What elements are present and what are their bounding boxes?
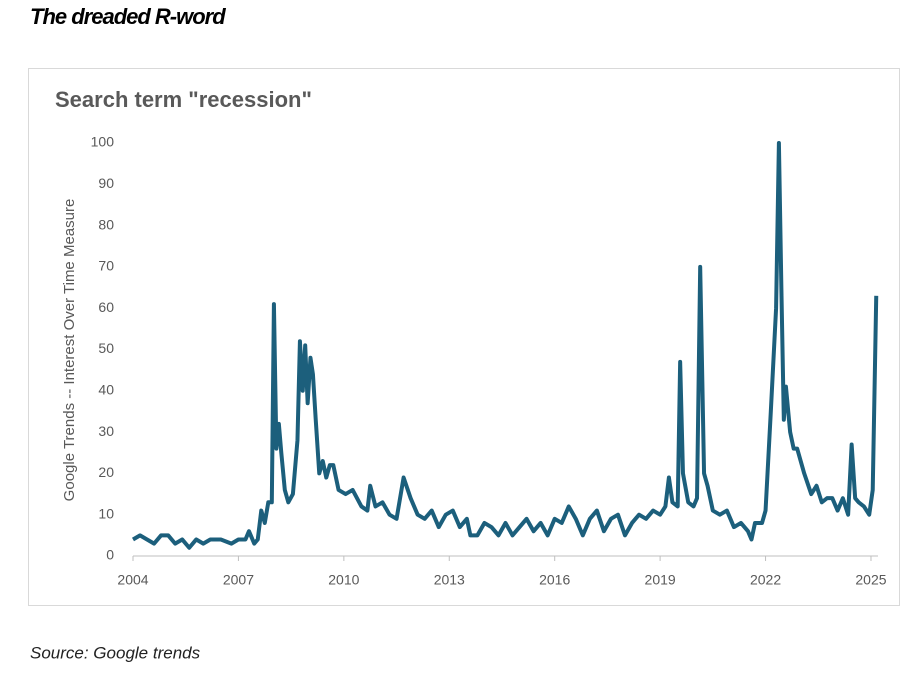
source: Source: Google trends bbox=[30, 643, 201, 662]
x-tick-label: 2016 bbox=[539, 572, 570, 588]
y-tick-label: 40 bbox=[98, 382, 114, 398]
y-tick-label: 60 bbox=[98, 299, 114, 315]
heading: The dreaded R-word bbox=[30, 4, 226, 29]
y-tick-label: 100 bbox=[91, 134, 115, 150]
x-tick-label: 2025 bbox=[855, 572, 886, 588]
y-axis-label: Google Trends -- Interest Over Time Meas… bbox=[61, 199, 78, 502]
chart-frame bbox=[28, 68, 900, 606]
x-tick-label: 2004 bbox=[117, 572, 148, 588]
line bbox=[131, 141, 879, 550]
x-tick-label: 2019 bbox=[645, 572, 676, 588]
x-tick-label: 2007 bbox=[223, 572, 254, 588]
x-tick-label: 2022 bbox=[750, 572, 781, 588]
y-tick-label: 50 bbox=[98, 340, 114, 356]
y-tick-label: 70 bbox=[98, 258, 114, 274]
y-tick-label: 30 bbox=[98, 423, 114, 439]
y-tick-label: 20 bbox=[98, 464, 114, 480]
x-tick-label: 2013 bbox=[434, 572, 465, 588]
y-tick-label: 80 bbox=[98, 216, 114, 232]
y-tick-label: 0 bbox=[106, 547, 114, 563]
y-tick-label: 10 bbox=[98, 505, 114, 521]
x-tick-label: 2010 bbox=[328, 572, 359, 588]
y-tick-label: 90 bbox=[98, 175, 114, 191]
chart-title: Search term "recession" bbox=[55, 87, 312, 112]
